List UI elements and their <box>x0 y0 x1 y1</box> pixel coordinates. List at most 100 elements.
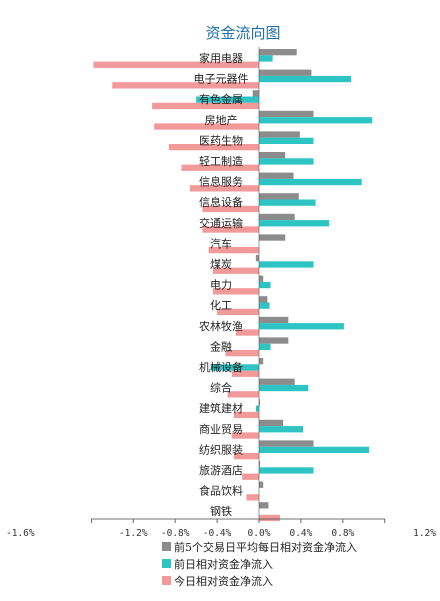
bar-电力-series-1 <box>259 281 271 289</box>
bar-建筑建材-series-0 <box>259 399 261 406</box>
bar-轻工制造-series-2 <box>181 164 259 171</box>
bar-商业贸易-series-2 <box>231 432 259 439</box>
category-label: 农林牧渔 <box>199 319 243 333</box>
category-label: 旅游酒店 <box>199 463 243 477</box>
category-label: 信息服务 <box>199 175 243 189</box>
category-label: 电力 <box>210 279 232 292</box>
bar-化工-series-0 <box>259 296 268 303</box>
bar-家用电器-series-2 <box>93 61 259 68</box>
bar-金融-series-2 <box>225 350 259 357</box>
bar-电子元器件-series-2 <box>112 82 259 89</box>
bar-纺织服装-series-2 <box>233 453 259 460</box>
bar-商业贸易-series-1 <box>259 426 304 433</box>
category-label: 建筑建材 <box>199 401 243 415</box>
bar-金融-series-1 <box>259 343 271 350</box>
category-label: 商业贸易 <box>199 422 243 436</box>
bar-有色金属-series-2 <box>152 102 259 110</box>
bar-化工-series-2 <box>217 308 259 316</box>
bar-电力-series-2 <box>212 288 259 295</box>
legend-label: 前5个交易日平均每日相对资金净流入 <box>174 540 357 554</box>
bar-食品饮料-series-2 <box>246 494 259 501</box>
category-label: 综合 <box>210 381 232 395</box>
bar-医药生物-series-0 <box>259 131 300 138</box>
bar-食品饮料-series-0 <box>259 481 264 488</box>
category-label: 电子元器件 <box>194 73 249 86</box>
bar-轻工制造-series-0 <box>259 152 286 159</box>
bar-机械设备-series-2 <box>231 370 259 377</box>
bar-综合-series-2 <box>227 391 259 398</box>
bar-信息服务-series-2 <box>189 185 259 192</box>
bar-综合-series-1 <box>259 384 309 392</box>
bar-交通运输-series-0 <box>259 213 295 221</box>
category-label: 医药生物 <box>199 133 243 147</box>
category-label: 交通运输 <box>199 216 243 230</box>
x-tick-label: 0.8% <box>331 528 354 539</box>
legend-swatch <box>162 576 171 585</box>
x-tick-label: 0.4% <box>289 528 312 539</box>
category-label: 机械设备 <box>199 360 243 374</box>
bar-信息设备-series-1 <box>259 199 316 206</box>
bar-建筑建材-series-2 <box>233 411 259 419</box>
bar-有色金属-series-0 <box>252 90 259 97</box>
bar-旅游酒店-series-2 <box>242 473 259 480</box>
x-tick-label: -0.8% <box>161 528 190 539</box>
bar-钢铁-series-2 <box>259 514 280 522</box>
bar-房地产-series-0 <box>259 110 314 118</box>
bar-综合-series-0 <box>259 378 295 385</box>
category-label: 食品饮料 <box>199 484 243 498</box>
bar-交通运输-series-2 <box>202 226 259 233</box>
bar-医药生物-series-1 <box>259 137 314 144</box>
category-label: 纺织服装 <box>199 442 243 456</box>
bar-房地产-series-2 <box>154 123 259 130</box>
bar-纺织服装-series-1 <box>259 446 370 453</box>
bar-金融-series-0 <box>259 337 289 344</box>
bar-农林牧渔-series-1 <box>259 323 344 330</box>
bar-汽车-series-2 <box>208 247 259 254</box>
x-tick-label: -1.2% <box>119 528 148 539</box>
x-tick-label: 0.0% <box>248 528 271 539</box>
category-label: 有色金属 <box>199 92 243 106</box>
bar-煤炭-series-1 <box>259 261 314 268</box>
category-label: 化工 <box>210 298 232 312</box>
bar-机械设备-series-0 <box>259 358 264 365</box>
bar-家用电器-series-0 <box>259 49 297 56</box>
bar-煤炭-series-2 <box>212 267 259 274</box>
bar-煤炭-series-0 <box>255 255 259 262</box>
category-label: 钢铁 <box>210 505 232 518</box>
bar-家用电器-series-1 <box>259 55 273 62</box>
category-labels: 家用电器电子元器件有色金属房地产医药生物轻工制造信息服务信息设备交通运输汽车煤炭… <box>194 51 249 518</box>
bar-农林牧渔-series-0 <box>259 316 289 324</box>
x-tick-label: -0.4% <box>203 528 232 539</box>
bar-旅游酒店-series-0 <box>259 461 261 468</box>
bar-电子元器件-series-1 <box>259 75 352 83</box>
bar-化工-series-1 <box>259 302 270 309</box>
bar-机械设备-series-1 <box>210 364 259 371</box>
bar-电力-series-0 <box>259 275 264 282</box>
legend-label: 今日相对资金净流入 <box>174 574 273 588</box>
legend-swatch <box>162 559 171 568</box>
bar-电子元器件-series-0 <box>259 69 312 76</box>
category-label: 轻工制造 <box>199 154 243 168</box>
bar-房地产-series-1 <box>259 117 373 124</box>
category-label: 煤炭 <box>210 258 232 271</box>
bar-纺织服装-series-0 <box>259 440 314 447</box>
x-tick-label: 1.2% <box>413 528 436 539</box>
category-label: 金融 <box>210 339 232 353</box>
legend-swatch <box>162 542 171 551</box>
x-tick-label: -1.6% <box>6 528 35 539</box>
bar-信息服务-series-0 <box>259 172 294 179</box>
bar-建筑建材-series-1 <box>255 405 259 412</box>
bar-汽车-series-0 <box>259 234 286 241</box>
bar-医药生物-series-2 <box>168 144 259 151</box>
category-label: 汽车 <box>210 236 232 250</box>
bar-钢铁-series-0 <box>259 502 269 509</box>
category-label: 房地产 <box>205 113 238 127</box>
bar-轻工制造-series-1 <box>259 158 314 165</box>
category-label: 信息设备 <box>199 195 243 209</box>
bar-有色金属-series-1 <box>196 96 259 103</box>
bar-交通运输-series-1 <box>259 220 330 227</box>
bar-信息服务-series-1 <box>259 178 362 186</box>
bar-信息设备-series-0 <box>259 193 299 200</box>
